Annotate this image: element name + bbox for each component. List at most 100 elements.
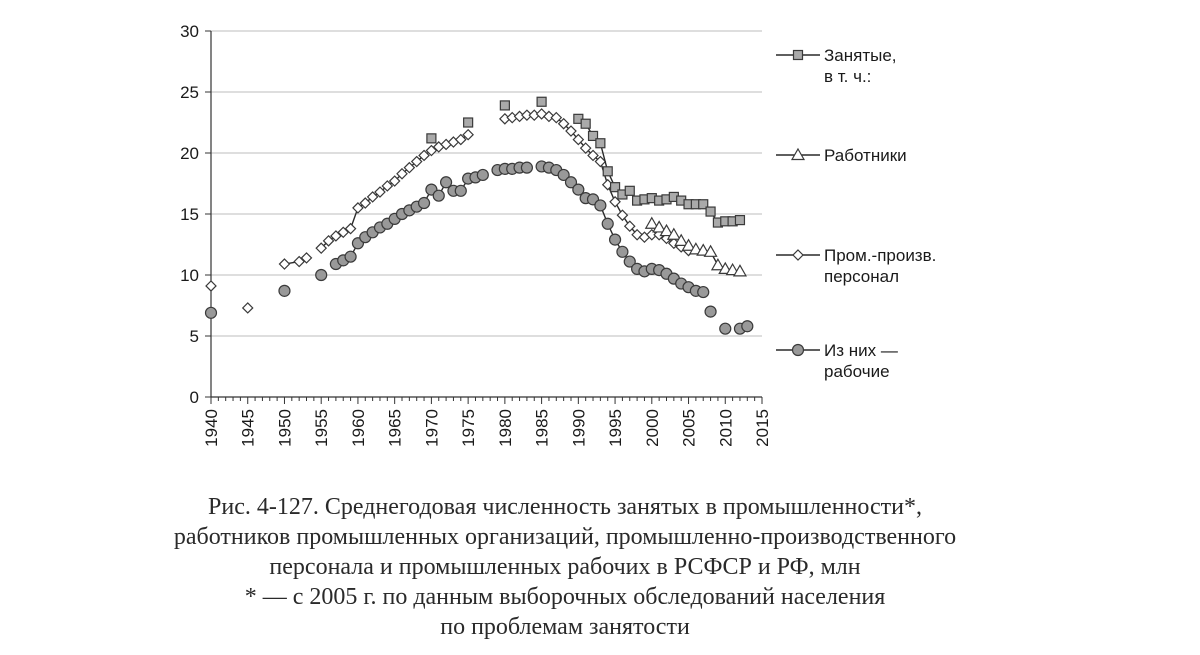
data-point (705, 206, 716, 217)
y-tick-label: 10 (180, 266, 199, 285)
data-point (609, 182, 621, 193)
data-point (732, 264, 747, 277)
data-point (410, 155, 423, 168)
data-point (439, 176, 453, 189)
data-point (204, 306, 218, 319)
data-point (543, 110, 555, 123)
data-point (623, 220, 636, 233)
y-tick-label: 5 (190, 327, 199, 346)
data-point (374, 186, 386, 198)
data-point (499, 100, 510, 111)
data-point (388, 175, 401, 187)
data-point (741, 320, 754, 333)
data-point (315, 268, 328, 282)
y-tick-label: 30 (180, 22, 199, 41)
data-point (624, 185, 635, 196)
data-point (587, 130, 599, 142)
chart-axes: 0 5 10 15 20 25 30 1940 1945 1950 1955 1960 1965 1970… (180, 22, 772, 447)
data-point (315, 242, 328, 255)
data-point (565, 125, 577, 137)
legend-item: Занятые, в т. ч.: (776, 46, 897, 86)
legend-label: Занятые, (824, 46, 897, 65)
x-tick-label: 2015 (753, 409, 772, 447)
y-tick-label: 0 (190, 388, 199, 407)
data-point (278, 258, 291, 270)
data-point (300, 252, 313, 264)
data-point (595, 138, 606, 149)
data-point (550, 111, 563, 124)
data-point (366, 191, 379, 203)
data-point (659, 223, 674, 237)
data-point (572, 133, 585, 146)
x-tick-label: 1990 (569, 409, 588, 447)
data-point (557, 117, 570, 130)
employment-chart: 0 5 10 15 20 25 30 1940 1945 1950 1955 1960 1965 1970… (180, 22, 936, 447)
data-point (580, 118, 591, 129)
legend-item: Пром.-произв. персонал (776, 246, 936, 286)
data-point (432, 189, 445, 202)
data-point (463, 117, 474, 128)
data-point (278, 284, 291, 297)
y-tick-label: 20 (180, 144, 199, 163)
legend-marker (792, 49, 804, 61)
data-point (703, 244, 718, 257)
data-point (403, 161, 416, 174)
legend-marker (790, 147, 806, 161)
data-point (719, 322, 732, 335)
data-point (594, 155, 607, 168)
data-point (330, 230, 342, 242)
x-tick-label: 1940 (202, 409, 221, 447)
data-point (454, 184, 467, 197)
data-point (476, 168, 489, 182)
x-tick-label: 1995 (606, 409, 625, 447)
caption-line-5: по проблемам занятости (440, 614, 690, 640)
data-point (520, 161, 534, 174)
x-tick-label: 2000 (643, 409, 662, 447)
data-point (710, 258, 725, 271)
caption-line-1: Рис. 4-127. Среднегодовая численность за… (208, 494, 922, 520)
data-point (704, 305, 717, 318)
data-point (352, 202, 364, 214)
data-point (344, 250, 357, 263)
data-point (572, 183, 585, 196)
caption-line-4: * — с 2005 г. по данным выборочных обсле… (244, 584, 886, 610)
data-point (462, 128, 474, 141)
legend-item: Работники (776, 146, 907, 165)
data-point (608, 233, 622, 246)
x-tick-label: 1980 (496, 409, 515, 447)
data-point (587, 149, 599, 162)
data-point (425, 144, 438, 157)
data-point (322, 234, 335, 247)
data-point (396, 167, 408, 180)
data-point (602, 166, 613, 177)
data-point (666, 227, 681, 240)
data-point (205, 280, 217, 292)
legend-label: персонал (824, 267, 899, 286)
data-point (644, 216, 659, 229)
data-point (337, 226, 350, 239)
data-point (417, 196, 431, 210)
data-point (454, 133, 467, 146)
data-point (536, 96, 547, 107)
data-point (734, 215, 746, 226)
x-tick-label: 1970 (422, 409, 441, 447)
series-triangle (644, 216, 747, 277)
data-point (623, 255, 636, 268)
chart-gridlines (211, 30, 762, 337)
legend-item: Из них — рабочие (776, 341, 898, 381)
data-point (293, 255, 306, 268)
data-point (418, 149, 430, 162)
legend-label: в т. ч.: (824, 67, 871, 86)
x-tick-label: 1945 (239, 409, 258, 447)
data-point (359, 197, 372, 209)
legend-marker (791, 343, 805, 357)
data-point (697, 285, 710, 299)
data-point (564, 176, 578, 189)
y-tick-label: 25 (180, 83, 199, 102)
data-point (601, 217, 614, 230)
x-tick-label: 1950 (275, 409, 294, 447)
x-tick-label: 1960 (349, 409, 368, 447)
data-point (344, 222, 357, 235)
legend-marker (792, 249, 804, 261)
x-tick-label: 1955 (312, 409, 331, 447)
